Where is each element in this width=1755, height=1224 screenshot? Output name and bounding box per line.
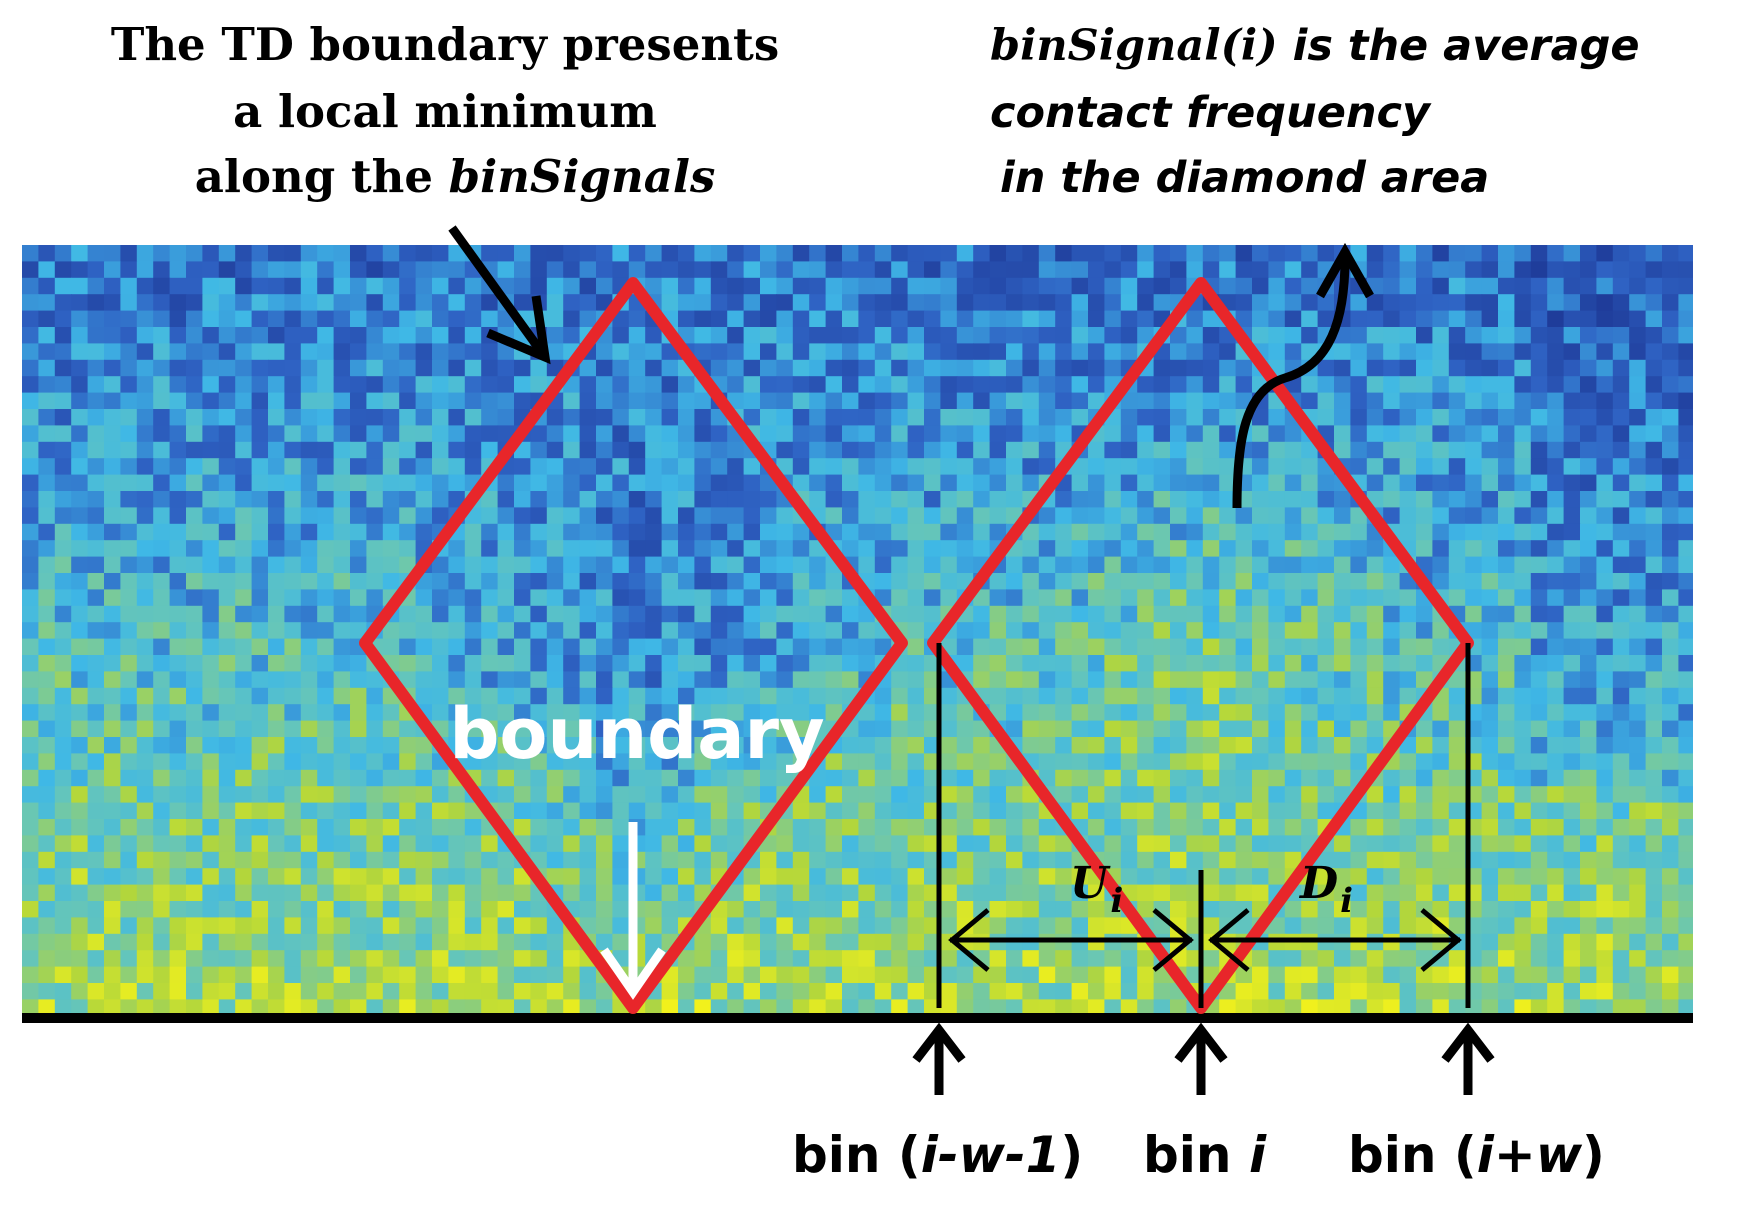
bin-center-arrow bbox=[1174, 1022, 1228, 1095]
right-caption-line3: in the diamond area bbox=[1000, 153, 1489, 203]
left-caption-line2: a local minimum bbox=[233, 85, 657, 138]
bin-left-arrow bbox=[912, 1022, 966, 1095]
left-caption-line1: The TD boundary presents bbox=[111, 18, 779, 71]
right-caption: binSignal(i) is the average contact freq… bbox=[990, 21, 1640, 203]
boundary-white-arrow bbox=[600, 822, 666, 1000]
u-label: Ui bbox=[1070, 858, 1123, 921]
right-caption-line2: contact frequency bbox=[990, 88, 1432, 138]
d-label: Di bbox=[1298, 858, 1353, 921]
left-caption-arrow bbox=[448, 225, 551, 365]
d-span-arrow bbox=[1208, 908, 1462, 972]
left-caption: The TD boundary presents a local minimum… bbox=[111, 18, 779, 203]
boundary-diamond bbox=[359, 277, 908, 1014]
boundary-label: boundary bbox=[449, 693, 824, 775]
left-caption-line3: along the binSignals bbox=[195, 150, 716, 203]
contact-heatmap bbox=[22, 245, 1693, 1013]
right-caption-arrow bbox=[1232, 242, 1374, 509]
bin-right-label: bin (i+w) bbox=[1348, 1126, 1605, 1184]
bin-left-label: bin (i-w-1) bbox=[792, 1126, 1083, 1184]
bin-right-arrow bbox=[1441, 1022, 1495, 1095]
u-span-arrow bbox=[948, 908, 1194, 972]
bin-center-label: bin i bbox=[1143, 1126, 1267, 1184]
right-caption-line1: binSignal(i) is the average bbox=[990, 21, 1640, 71]
